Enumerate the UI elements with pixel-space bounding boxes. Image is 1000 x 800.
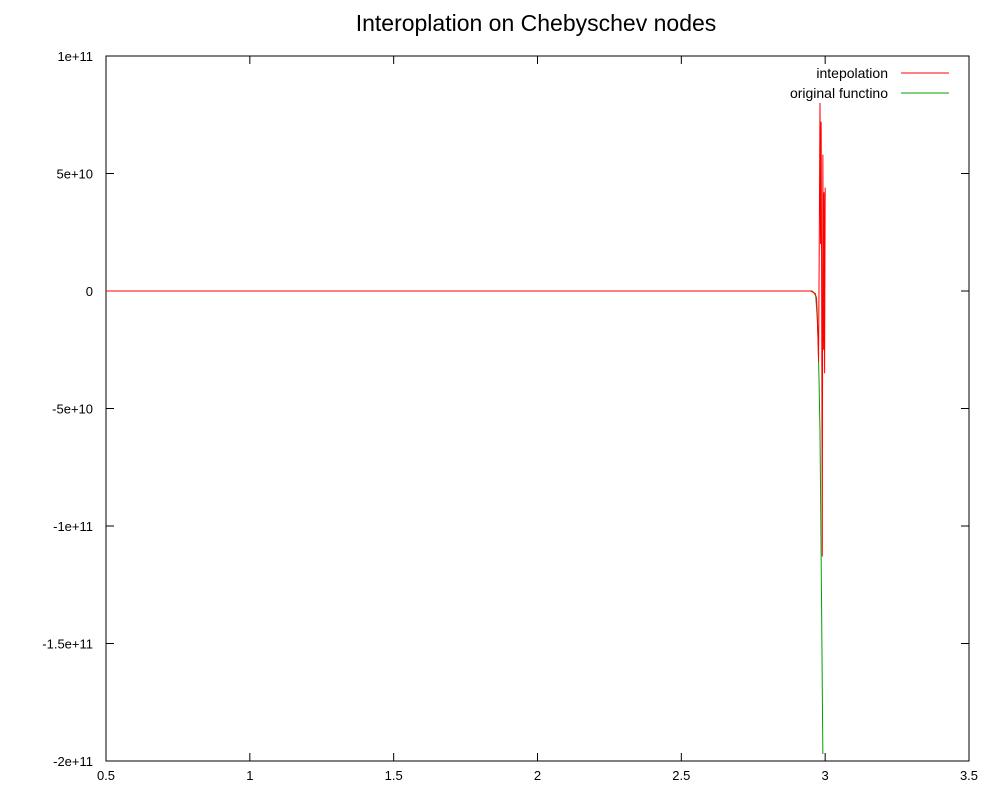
legend: intepolation original functino <box>790 65 949 101</box>
series-line-original-functino <box>106 290 824 754</box>
x-tick-label: 2 <box>534 768 541 783</box>
series-layer <box>106 102 826 754</box>
x-tick-label: 3.5 <box>960 768 978 783</box>
x-tick-label: 1.5 <box>385 768 403 783</box>
axis-ticks: 0.5 1 1.5 2 2.5 3 3.5 1e+11 5e+10 0 -5e+10 -1e+11 -1… <box>42 49 978 783</box>
x-tick-label: 3 <box>822 768 829 783</box>
y-tick-label: 5e+10 <box>56 167 93 182</box>
series-line-intepolation <box>106 102 826 557</box>
x-tick-label: 2.5 <box>672 768 690 783</box>
chart-title: Interoplation on Chebyschev nodes <box>356 10 717 36</box>
y-tick-label: 0 <box>86 284 93 299</box>
legend-label: intepolation <box>816 65 888 81</box>
y-tick-label: -5e+10 <box>52 402 93 417</box>
x-tick-label: 0.5 <box>97 768 115 783</box>
y-tick-label: -2e+11 <box>53 754 93 769</box>
y-tick-label: -1.5e+11 <box>42 637 93 652</box>
x-tick-label: 1 <box>246 768 253 783</box>
plot-frame <box>105 55 970 762</box>
legend-label: original functino <box>790 85 888 101</box>
y-tick-label: 1e+11 <box>57 49 93 64</box>
y-tick-label: -1e+11 <box>53 519 93 534</box>
